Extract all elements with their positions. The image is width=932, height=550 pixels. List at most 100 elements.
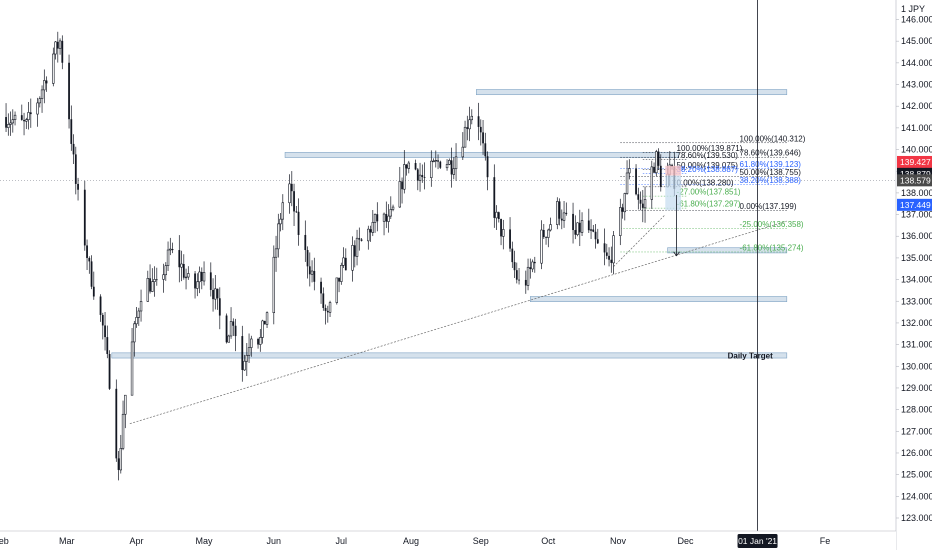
candle-body-up xyxy=(166,249,170,266)
price-badge xyxy=(897,174,932,187)
fib-level-label: -27.00%(137.851) xyxy=(677,188,741,197)
candle-body-up xyxy=(461,146,464,158)
candle-body-down xyxy=(360,239,363,241)
candle-body-down xyxy=(344,257,347,271)
candle-body-up xyxy=(340,265,343,282)
time-tick-label: Mar xyxy=(59,536,75,546)
candle-body-up xyxy=(468,119,471,130)
candle-body-up xyxy=(58,40,62,49)
candle-body-down xyxy=(108,353,111,389)
price-tick-label: 125.000 xyxy=(901,470,932,480)
candle-body-down xyxy=(405,164,408,169)
sr-zone xyxy=(475,89,788,96)
candle-body-down xyxy=(560,218,563,221)
candle-body-up xyxy=(135,317,138,325)
price-tick-label: 130.000 xyxy=(901,361,932,371)
candle-body-down xyxy=(500,218,502,237)
candle-body-down xyxy=(308,266,311,275)
fib-level-label: 38.20%(138.887) xyxy=(677,165,739,174)
candle-body-up xyxy=(274,248,278,258)
candle-body-up xyxy=(625,172,629,194)
candle-body-down xyxy=(401,181,403,190)
candle-body-up xyxy=(351,245,354,271)
candle-body-down xyxy=(90,261,93,287)
candle-body-up xyxy=(36,102,39,115)
price-tick-label: 127.000 xyxy=(901,426,932,436)
crosshair-date-label: 01 Jan '21 xyxy=(738,536,777,546)
candle-body-down xyxy=(587,220,590,231)
candle-body-down xyxy=(513,262,516,271)
candle-body-up xyxy=(214,288,217,300)
candle-body-down xyxy=(574,230,577,235)
candle-body-down xyxy=(104,325,106,338)
candle-body-down xyxy=(29,112,32,115)
candle-body-up xyxy=(288,183,291,204)
candle-body-up xyxy=(54,41,57,55)
candle-body-up xyxy=(382,213,386,222)
candle-body-up xyxy=(277,223,280,250)
candle-body-down xyxy=(610,259,613,263)
candle-body-down xyxy=(608,255,610,260)
candle-body-down xyxy=(596,239,599,244)
sr-zone xyxy=(111,352,788,359)
price-axis-background xyxy=(896,0,932,550)
candle-body-down xyxy=(358,238,361,240)
candle-body-up xyxy=(310,270,314,275)
time-axis[interactable]: eb Mar Apr May Jun Jul Aug Sep Oct Nov Dec Fe 01 Jan… xyxy=(0,530,896,550)
candle-body-up xyxy=(139,301,143,312)
candle-body-up xyxy=(9,122,12,125)
candle-body-up xyxy=(272,256,275,314)
candle-body-up xyxy=(391,206,395,210)
price-badge-label: 137.449 xyxy=(900,200,931,210)
candle-body-down xyxy=(545,237,547,238)
candle-body-up xyxy=(180,263,183,268)
candle-body-up xyxy=(495,211,498,219)
candle-body-down xyxy=(637,194,640,200)
candle-body-up xyxy=(650,166,654,200)
candle-body-down xyxy=(592,229,595,232)
candle-body-down xyxy=(209,272,212,290)
candle-body-up xyxy=(25,119,28,122)
candle-body-up xyxy=(196,281,199,289)
candle-body-down xyxy=(171,249,174,251)
candle-body-up xyxy=(153,279,156,283)
candle-body-up xyxy=(389,209,392,217)
price-tick-label: 136.000 xyxy=(901,231,932,241)
candle-body-down xyxy=(306,250,309,267)
candle-body-up xyxy=(547,229,550,238)
price-tick-label: 145.000 xyxy=(901,36,932,46)
candle-body-up xyxy=(52,53,55,84)
time-tick-label: Fe xyxy=(820,536,831,546)
candle-body-up xyxy=(628,168,631,174)
fib-level-label: 50.00%(138.755) xyxy=(740,168,802,177)
candle-body-down xyxy=(149,278,151,292)
candle-body-up xyxy=(121,413,125,449)
fib-level-label: 78.60%(139.530) xyxy=(677,151,739,160)
price-badge-label: 138.879 xyxy=(900,169,931,179)
price-tick-label: 135.000 xyxy=(901,253,932,263)
candle-body-down xyxy=(20,115,23,120)
candle-body-down xyxy=(439,161,442,168)
candle-body-up xyxy=(367,228,370,242)
candle-body-up xyxy=(243,360,246,371)
candlesticks xyxy=(5,31,676,481)
candle-body-down xyxy=(450,160,453,175)
candle-body-down xyxy=(572,213,574,231)
candle-body-down xyxy=(639,199,642,204)
candle-body-down xyxy=(641,203,644,208)
fib-level-label: 78.60%(139.646) xyxy=(740,149,802,158)
candle-body-down xyxy=(74,154,77,184)
candle-body-down xyxy=(524,279,527,286)
candle-body-up xyxy=(502,229,505,237)
candle-body-down xyxy=(313,270,316,282)
candle-body-down xyxy=(216,288,219,299)
candle-body-up xyxy=(43,80,46,91)
price-tick-label: 143.000 xyxy=(901,80,932,90)
candle-body-up xyxy=(162,274,165,280)
candle-body-down xyxy=(117,458,120,470)
candle-body-up xyxy=(27,112,30,121)
candle-body-down xyxy=(605,252,608,256)
candle-body-up xyxy=(259,337,262,345)
